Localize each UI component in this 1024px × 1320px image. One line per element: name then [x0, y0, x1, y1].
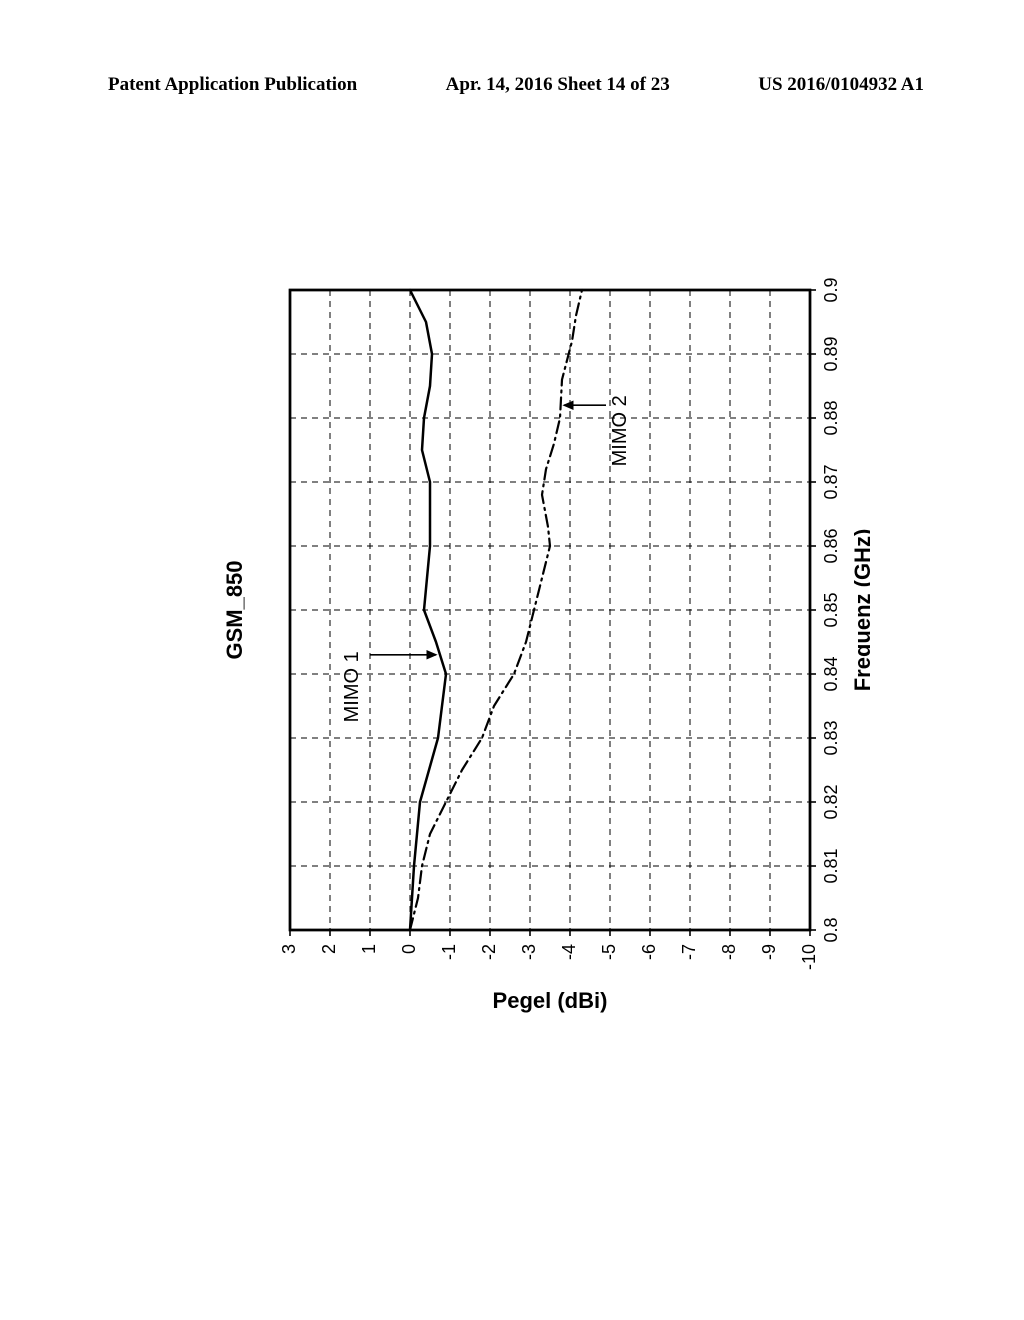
svg-text:MIMO 2: MIMO 2	[609, 395, 631, 466]
chart-figure: 3 2 1 0 -1 -2 -3 -4 -5 -6 -7 -8 -9 -100.8 0.81 0.82 0.83…	[170, 230, 870, 1050]
svg-text:0.85: 0.85	[821, 592, 841, 627]
svg-text:0.82: 0.82	[821, 784, 841, 819]
svg-text:-2: -2	[479, 944, 499, 960]
chart-svg: 3 2 1 0 -1 -2 -3 -4 -5 -6 -7 -8 -9 -100.8 0.81 0.82 0.83…	[170, 230, 870, 1050]
header-left: Patent Application Publication	[108, 74, 357, 96]
svg-text:0.87: 0.87	[821, 464, 841, 499]
svg-text:1: 1	[359, 944, 379, 954]
page-header: Patent Application Publication Apr. 14, …	[0, 74, 1024, 96]
svg-text:3: 3	[279, 944, 299, 954]
svg-text:Pegel (dBi): Pegel (dBi)	[493, 988, 608, 1013]
svg-text:2: 2	[319, 944, 339, 954]
header-right: US 2016/0104932 A1	[758, 74, 924, 96]
svg-text:0.81: 0.81	[821, 848, 841, 883]
svg-text:-9: -9	[759, 944, 779, 960]
svg-text:0.89: 0.89	[821, 336, 841, 371]
svg-text:0.9: 0.9	[821, 277, 841, 302]
svg-text:MIMO 1: MIMO 1	[341, 651, 363, 722]
svg-text:Frequenz (GHz): Frequenz (GHz)	[850, 529, 870, 692]
svg-text:-3: -3	[519, 944, 539, 960]
header-center: Apr. 14, 2016 Sheet 14 of 23	[446, 74, 670, 96]
svg-text:GSM_850: GSM_850	[222, 560, 247, 659]
svg-text:-1: -1	[439, 944, 459, 960]
svg-text:-10: -10	[799, 944, 819, 970]
svg-text:0.84: 0.84	[821, 656, 841, 691]
svg-text:0.88: 0.88	[821, 400, 841, 435]
svg-text:-8: -8	[719, 944, 739, 960]
svg-text:-5: -5	[599, 944, 619, 960]
svg-text:-6: -6	[639, 944, 659, 960]
svg-text:0.8: 0.8	[821, 917, 841, 942]
svg-text:-4: -4	[559, 944, 579, 960]
svg-text:-7: -7	[679, 944, 699, 960]
svg-text:0.86: 0.86	[821, 528, 841, 563]
svg-text:0: 0	[399, 944, 419, 954]
svg-text:0.83: 0.83	[821, 720, 841, 755]
